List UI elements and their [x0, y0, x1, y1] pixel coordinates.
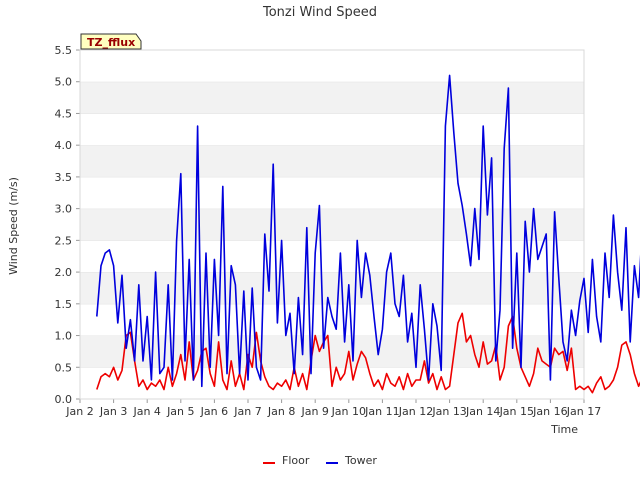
y-tick-label: 4.5	[55, 107, 73, 120]
legend-label-floor: Floor	[282, 454, 310, 467]
x-tick-label: Jan 11	[364, 405, 399, 418]
grid-band	[80, 113, 584, 146]
grid-band	[80, 335, 584, 368]
y-tick-label: 2.5	[55, 234, 73, 247]
x-tick-label: Jan 2	[65, 405, 93, 418]
y-tick-label: 4.0	[55, 139, 73, 152]
y-tick-label: 2.0	[55, 266, 73, 279]
legend-item-floor: Floor	[263, 454, 310, 467]
x-tick-label: Jan 5	[166, 405, 194, 418]
grid-bands	[80, 49, 584, 399]
grid-band	[80, 50, 584, 82]
x-axis-label: Time	[550, 423, 578, 436]
x-tick-label: Jan 6	[200, 405, 228, 418]
grid-band	[80, 208, 584, 241]
y-tick-label: 0.0	[55, 393, 73, 406]
x-tick-label: Jan 16	[532, 405, 567, 418]
plot-frame	[79, 49, 585, 400]
series-lines	[96, 74, 640, 394]
y-axis-label: Wind Speed (m/s)	[7, 177, 20, 275]
legend-item-tower: Tower	[326, 454, 377, 467]
grid-band	[80, 176, 584, 209]
y-tick-label: 5.5	[55, 44, 73, 57]
legend-label-tower: Tower	[344, 454, 377, 467]
badge-label: TZ_fflux	[87, 36, 135, 49]
x-tick-label: Jan 17	[566, 405, 601, 418]
y-tick-label: 1.0	[55, 330, 73, 343]
x-tick-label: Jan 8	[267, 405, 295, 418]
series-line-tower	[96, 74, 640, 388]
series-line-floor	[96, 312, 640, 394]
x-tick-label: Jan 15	[499, 405, 534, 418]
grid-band	[80, 145, 584, 177]
x-axis: Jan 2 Jan 3 Jan 4 Jan 5 Jan 6 Jan 7 Jan 8 Jan 9…	[65, 399, 601, 418]
grid-band	[80, 240, 584, 273]
x-tick-label: Jan 13	[431, 405, 466, 418]
x-tick-label: Jan 14	[465, 405, 500, 418]
x-tick-label: Jan 9	[300, 405, 328, 418]
y-tick-label: 3.5	[55, 171, 73, 184]
y-tick-label: 0.5	[55, 361, 73, 374]
x-tick-label: Jan 10	[331, 405, 366, 418]
badge-shape	[80, 33, 142, 50]
station-badge: TZ_fflux	[80, 33, 142, 50]
y-tick-label: 5.0	[55, 76, 73, 89]
y-tick-label: 1.5	[55, 298, 73, 311]
x-tick-label: Jan 12	[398, 405, 433, 418]
chart-title: Tonzi Wind Speed	[262, 5, 377, 20]
x-tick-label: Jan 3	[99, 405, 127, 418]
y-axis: 0.0 0.5 1.0 1.5 2.0 2.5 3.0 3.5 4.0 4.5 5.0 5.5	[55, 44, 80, 406]
y-tick-label: 3.0	[55, 203, 73, 216]
grid-band	[80, 81, 584, 114]
x-tick-label: Jan 7	[233, 405, 261, 418]
legend: Floor Tower	[263, 454, 377, 467]
x-tick-label: Jan 4	[132, 405, 160, 418]
